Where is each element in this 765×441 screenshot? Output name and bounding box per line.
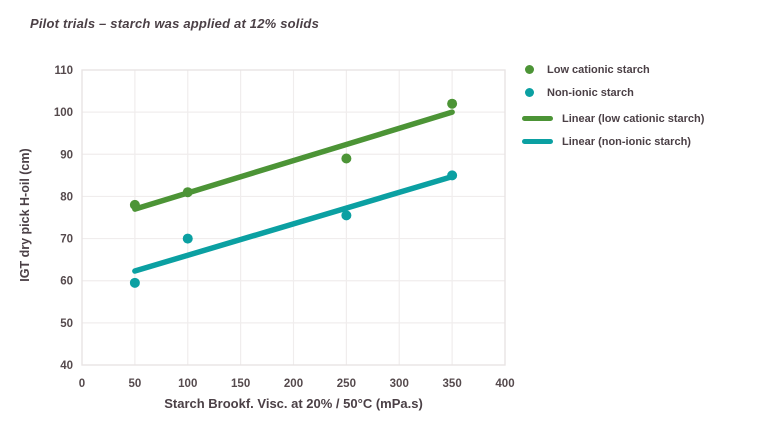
legend-item-series-low-cationic: Low cationic starch [518, 58, 704, 81]
data-point-non-ionic [129, 277, 140, 288]
legend-item-trend-non-ionic-label: Linear (non-ionic starch) [562, 135, 691, 148]
plot-border [81, 69, 506, 366]
legend-item-trend-low-cationic: Linear (low cationic starch) [518, 107, 704, 130]
legend-item-series-non-ionic-label: Non-ionic starch [547, 86, 634, 99]
trend-line-non-ionic [132, 173, 455, 274]
legend-item-series-low-cationic-swatch [525, 65, 534, 74]
x-tick-label: 100 [178, 378, 197, 390]
y-tick-label: 40 [60, 360, 73, 372]
legend-item-trend-low-cationic-label: Linear (low cationic starch) [562, 112, 705, 125]
legend-item-trend-low-cationic-swatch [522, 116, 553, 121]
y-tick-label: 60 [60, 276, 73, 288]
x-tick-label: 150 [231, 378, 250, 390]
data-point-low-cationic [447, 98, 458, 109]
x-tick-label: 300 [390, 378, 409, 390]
data-point-non-ionic [341, 210, 352, 221]
legend-item-series-low-cationic-label: Low cationic starch [547, 63, 650, 76]
x-tick-label: 200 [284, 378, 303, 390]
x-tick-label: 250 [337, 378, 356, 390]
legend-item-trend-non-ionic: Linear (non-ionic starch) [518, 130, 704, 153]
y-tick-label: 90 [60, 149, 73, 161]
scatter-plot: 0 50 100 150 200 250 300 350 400 40 50 60 70 80 90 100 1… [54, 65, 515, 390]
chart-title: Pilot trials – starch was applied at 12%… [30, 16, 320, 31]
data-point-low-cationic [341, 153, 352, 164]
x-axis-title: Starch Brookf. Visc. at 20% / 50°C (mPa.… [164, 396, 423, 411]
y-tick-label: 50 [60, 318, 73, 330]
y-tick-label: 80 [60, 191, 73, 203]
x-tick-label: 50 [128, 378, 141, 390]
legend: Low cationic starch Non-ionic starch Linea… [518, 58, 704, 153]
y-axis-title: IGT dry pick H-oil (cm) [18, 148, 32, 282]
data-point-non-ionic [447, 170, 458, 181]
legend-item-trend-non-ionic-swatch [522, 139, 553, 144]
data-point-non-ionic [182, 233, 193, 244]
y-tick-label: 70 [60, 234, 73, 246]
legend-item-series-non-ionic: Non-ionic starch [518, 81, 704, 104]
data-point-low-cationic [182, 187, 193, 198]
data-point-low-cationic [129, 199, 140, 210]
x-tick-label: 350 [443, 378, 462, 390]
legend-item-series-non-ionic-swatch [525, 88, 534, 97]
x-tick-label: 400 [495, 378, 514, 390]
y-tick-label: 110 [54, 65, 73, 77]
x-tick-label: 0 [79, 378, 85, 390]
y-tick-label: 100 [54, 107, 73, 119]
